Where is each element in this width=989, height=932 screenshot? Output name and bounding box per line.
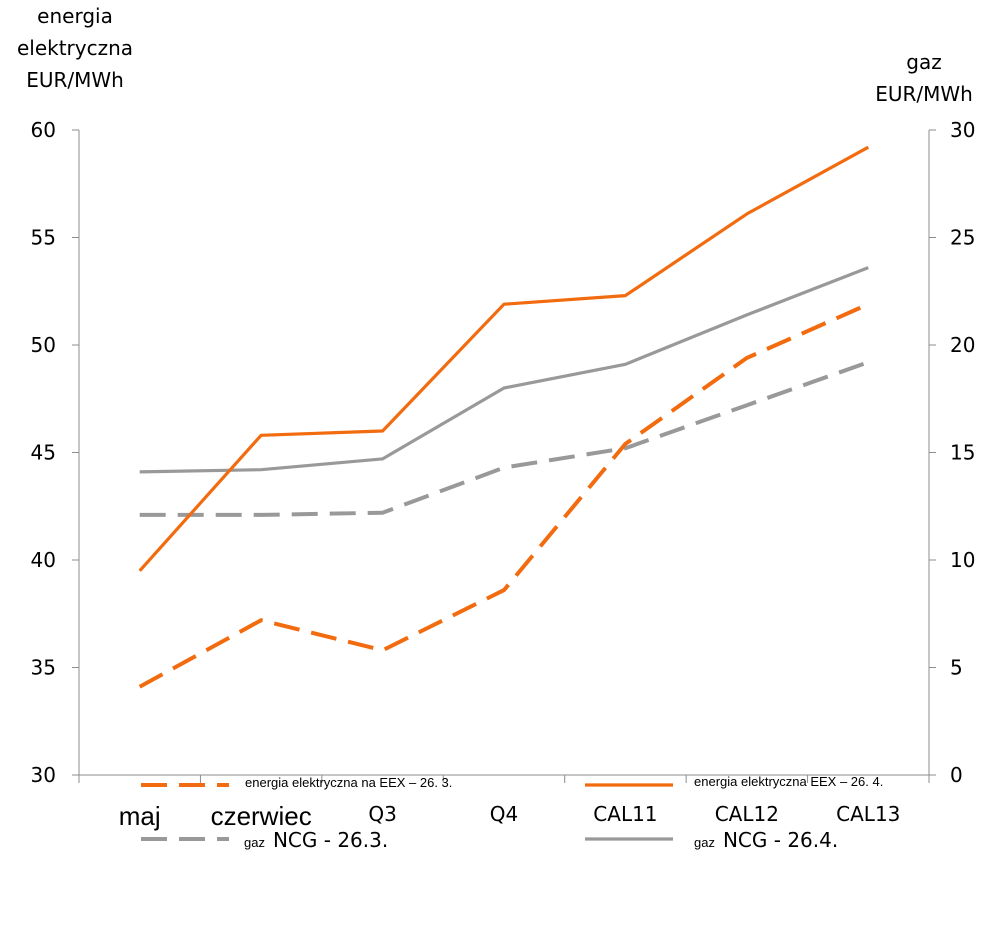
series-line-1 (138, 302, 870, 689)
legend-gaz-label-4: gaz (694, 835, 715, 850)
legend-entry-4: gaz NCG - 26.4. (694, 828, 838, 852)
left-tick-label: 35 (31, 656, 56, 680)
legend-entry-3: gaz NCG - 26.3. (244, 828, 388, 852)
legend-label-2: energia elektryczna EEX – 26. 4. (694, 774, 884, 789)
right-tick-label: 0 (950, 763, 963, 787)
left-axis-title: energia elektryczna EUR/MWh (0, 0, 150, 96)
left-tick-label: 45 (31, 441, 56, 465)
category-label: maj (119, 801, 161, 831)
legend-swatches (141, 783, 673, 841)
left-axis-title-line-2: elektryczna (16, 36, 134, 60)
series-line-3 (139, 360, 869, 517)
category-label: CAL11 (593, 802, 657, 826)
right-tick-label: 20 (950, 333, 975, 357)
left-tick-label: 50 (31, 333, 56, 357)
right-tick-label: 30 (950, 118, 975, 142)
series-line-4 (139, 266, 869, 474)
right-axis-title-line-1: gaz (906, 50, 942, 74)
right-tick-label: 5 (950, 656, 963, 680)
right-tick-label: 15 (950, 441, 975, 465)
legend-label-4: NCG - 26.4. (722, 828, 839, 852)
series-line-2 (138, 145, 870, 572)
category-label: Q3 (368, 802, 396, 826)
legend-entry-2: energia elektryczna EEX – 26. 4. (694, 773, 883, 791)
right-tick-label: 25 (950, 226, 975, 250)
left-tick-label: 30 (31, 763, 56, 787)
category-label: czerwiec (211, 801, 312, 831)
left-axis-title-line-1: energia (37, 4, 113, 28)
axes: 30 35 40 45 50 55 60 0 5 10 15 20 25 30 maj czerwiec Q3 Q… (31, 118, 976, 831)
legend-label-1: energia elektryczna na EEX – 26. 3. (245, 775, 453, 790)
category-label: CAL12 (715, 802, 779, 826)
right-tick-label: 10 (950, 548, 975, 572)
category-label: Q4 (490, 802, 518, 826)
right-axis-title: gaz EUR/MWh (859, 46, 989, 110)
category-label: CAL13 (836, 802, 900, 826)
left-tick-label: 55 (31, 226, 56, 250)
legend-entry-1: energia elektryczna na EEX – 26. 3. (245, 774, 452, 792)
left-axis-title-line-3: EUR/MWh (26, 68, 124, 92)
series-lines (138, 145, 870, 689)
left-tick-label: 40 (31, 548, 56, 572)
legend-label-3: NCG - 26.3. (272, 828, 389, 852)
left-tick-label: 60 (31, 118, 56, 142)
right-axis-title-line-2: EUR/MWh (875, 82, 973, 106)
legend-gaz-label-3: gaz (244, 835, 265, 850)
